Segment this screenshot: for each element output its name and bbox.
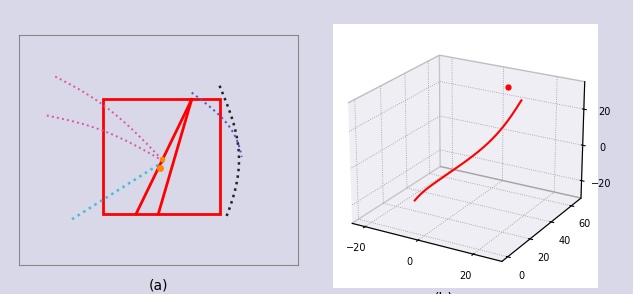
Text: (a): (a) bbox=[149, 278, 168, 292]
Text: (b): (b) bbox=[434, 292, 454, 294]
Bar bbox=[103, 99, 220, 214]
